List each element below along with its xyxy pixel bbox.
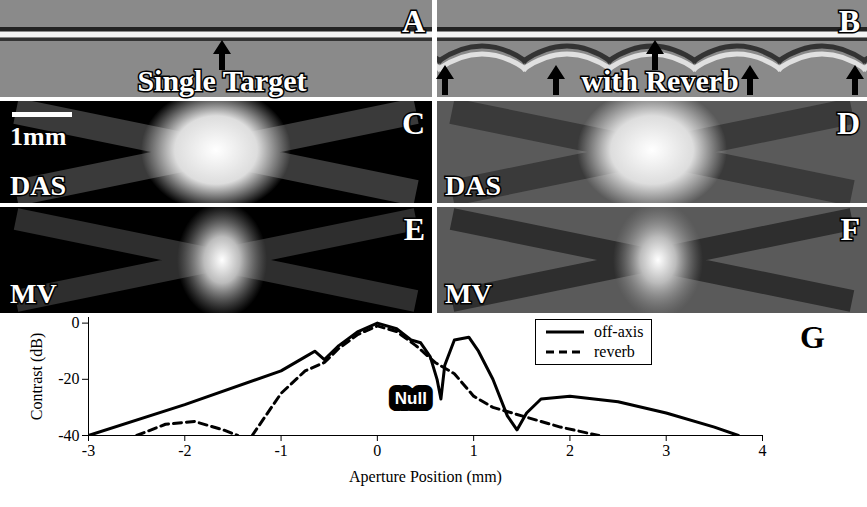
svg-text:Aperture Position (mm): Aperture Position (mm) — [349, 468, 502, 486]
svg-text:F: F — [840, 211, 860, 247]
svg-text:1mm: 1mm — [10, 122, 67, 151]
svg-text:DAS: DAS — [445, 170, 501, 201]
svg-text:-40: -40 — [58, 427, 79, 444]
svg-text:E: E — [404, 211, 425, 247]
html-text:reverb: reverb — [594, 343, 635, 360]
svg-text:A: A — [402, 3, 425, 39]
html-text:off-axis: off-axis — [594, 323, 644, 340]
svg-text:B: B — [839, 3, 860, 39]
svg-text:Contrast (dB): Contrast (dB) — [28, 333, 46, 421]
svg-text:2: 2 — [566, 442, 574, 459]
svg-text:D: D — [837, 105, 860, 141]
svg-text:-3: -3 — [82, 442, 95, 459]
svg-text:1: 1 — [470, 442, 478, 459]
svg-text:-20: -20 — [58, 370, 79, 387]
svg-text:-1: -1 — [274, 442, 287, 459]
svg-text:3: 3 — [662, 442, 670, 459]
svg-text:DAS: DAS — [10, 170, 66, 201]
svg-text:-2: -2 — [178, 442, 191, 459]
svg-text:with Reverb: with Reverb — [581, 64, 738, 97]
svg-text:MV: MV — [445, 278, 492, 309]
svg-text:Single Target: Single Target — [137, 64, 306, 97]
svg-text:Null: Null — [395, 389, 427, 408]
html-text:G: G — [800, 319, 825, 355]
svg-text:4: 4 — [759, 442, 767, 459]
svg-text:0: 0 — [72, 314, 80, 331]
svg-text:0: 0 — [373, 442, 381, 459]
svg-text:C: C — [402, 105, 425, 141]
svg-text:MV: MV — [10, 278, 57, 309]
